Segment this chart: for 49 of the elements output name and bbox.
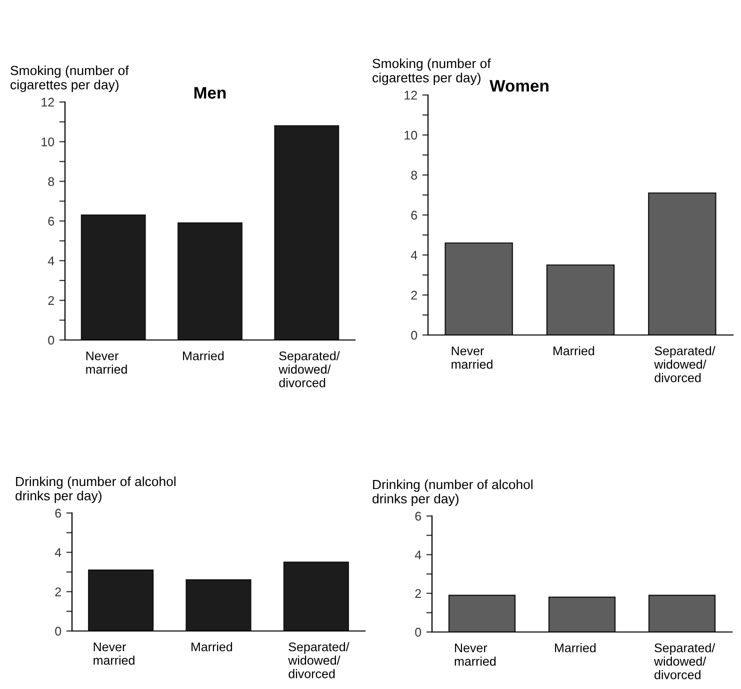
y-tick-label: 4 [54,548,62,557]
y-tick-label: 8 [48,177,54,186]
y-tick-label: 2 [415,589,421,598]
x-tick-label: Separated/ widowed/ divorced [654,346,716,382]
x-tick-label: Married [183,351,224,360]
y-tick-label: 0 [415,628,422,637]
chart-title: Women [490,80,548,92]
y-tick-label: 0 [48,336,54,345]
y-axis-title: Smoking (number of cigarettes per day) [372,58,491,85]
y-tick-label: 6 [48,216,54,226]
x-tick-label: Never married [94,642,134,665]
y-tick-label: 8 [411,170,418,180]
y-tick-label: 2 [55,587,61,596]
bar [648,192,716,335]
y-tick-label: 6 [411,210,418,220]
y-tick-label: 2 [411,290,417,300]
y-tick-label: 0 [411,330,418,340]
bar [186,579,252,631]
x-tick-label: Separated/ widowed/ divorced [288,642,350,678]
y-tick-label: 2 [48,296,54,305]
x-tick-label: Married [554,346,594,356]
y-tick-label: 4 [410,250,418,260]
x-tick-label: Married [555,643,596,652]
bar [546,264,615,335]
bar [444,242,513,335]
x-tick-label: Never married [454,644,496,666]
bar [178,222,242,340]
y-tick-label: 0 [55,626,62,636]
y-axis-title: Smoking (number of cigarettes per day) [10,65,129,92]
y-axis-title: Drinking (number of alcohol drinks per day) [372,479,532,506]
y-tick-label: 4 [48,256,54,266]
y-tick-label: 10 [42,137,54,146]
y-axis-title: Drinking (number of alcohol drinks per day) [16,476,176,503]
chart-title: Men [194,87,226,99]
y-tick-label: 4 [414,550,422,560]
y-tick-label: 6 [55,508,62,518]
x-tick-label: Never married [86,352,127,374]
y-tick-label: 12 [404,90,417,100]
bar [80,214,146,340]
x-tick-label: Separated/ widowed/ divorced [654,643,716,680]
bar [88,569,154,631]
x-tick-label: Separated/ widowed/ divorced [278,351,340,388]
bar [283,562,349,631]
x-tick-label: Married [192,642,232,652]
y-tick-label: 10 [404,130,418,140]
y-tick-label: 12 [42,98,54,107]
x-tick-label: Never married [452,346,492,369]
bar [274,125,340,340]
y-tick-label: 6 [415,512,422,521]
